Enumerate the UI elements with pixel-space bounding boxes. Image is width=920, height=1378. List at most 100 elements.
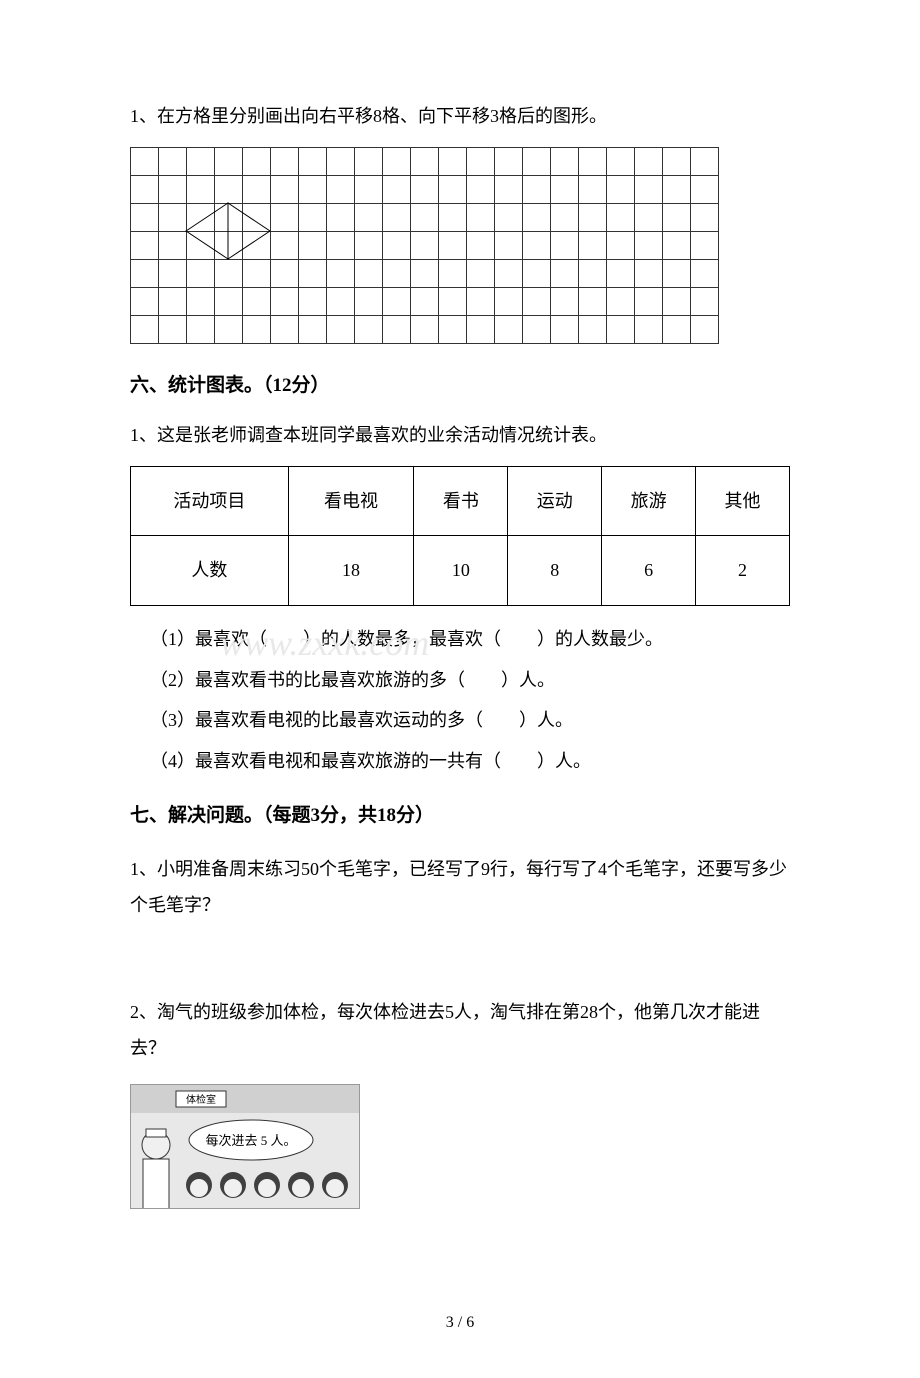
section7-q2: 2、淘气的班级参加体检，每次体检进去5人，淘气排在第28个，他第几次才能进去？ — [130, 994, 790, 1066]
grid-cell — [131, 204, 159, 232]
grid-cell — [523, 232, 551, 260]
grid-cell — [243, 148, 271, 176]
grid-cell — [439, 260, 467, 288]
grid-cell — [691, 148, 719, 176]
svg-text:体检室: 体检室 — [186, 1093, 216, 1106]
grid-cell — [495, 176, 523, 204]
grid-cell — [355, 316, 383, 344]
grid-cell — [635, 176, 663, 204]
grid-cell — [495, 204, 523, 232]
table-value-cell: 6 — [602, 536, 696, 605]
grid-cell — [467, 204, 495, 232]
table-header-cell: 看电视 — [288, 466, 414, 535]
grid-cell — [691, 260, 719, 288]
grid-cell — [495, 288, 523, 316]
grid-cell — [271, 204, 299, 232]
grid-cell — [383, 288, 411, 316]
grid-cell — [579, 288, 607, 316]
grid-cell — [523, 148, 551, 176]
grid-cell — [635, 232, 663, 260]
grid-cell — [159, 204, 187, 232]
grid-cell — [411, 288, 439, 316]
grid-cell — [467, 148, 495, 176]
grid-cell — [551, 176, 579, 204]
grid-cell — [215, 260, 243, 288]
grid-cell — [243, 288, 271, 316]
grid-cell — [551, 232, 579, 260]
grid-cell — [691, 288, 719, 316]
grid-cell — [411, 148, 439, 176]
grid-cell — [635, 260, 663, 288]
grid-cell — [579, 148, 607, 176]
grid-cell — [299, 260, 327, 288]
grid-cell — [187, 288, 215, 316]
section6-subq4: （4）最喜欢看电视和最喜欢旅游的一共有（ ）人。 — [150, 743, 790, 781]
grid-table — [130, 147, 719, 344]
grid-cell — [159, 176, 187, 204]
grid-cell — [271, 260, 299, 288]
grid-cell — [383, 204, 411, 232]
grid-cell — [411, 176, 439, 204]
grid-cell — [131, 176, 159, 204]
grid-cell — [271, 148, 299, 176]
grid-cell — [355, 260, 383, 288]
grid-cell — [355, 232, 383, 260]
grid-cell — [635, 316, 663, 344]
grid-cell — [355, 148, 383, 176]
grid-cell — [327, 204, 355, 232]
grid-cell — [131, 148, 159, 176]
grid-cell — [131, 260, 159, 288]
table-row-label: 人数 — [131, 536, 289, 605]
grid-cell — [243, 176, 271, 204]
grid-cell — [243, 316, 271, 344]
section6-subq3: （3）最喜欢看电视的比最喜欢运动的多（ ）人。 — [150, 702, 790, 740]
grid-cell — [691, 232, 719, 260]
grid-cell — [411, 232, 439, 260]
table-header-cell: 看书 — [414, 466, 508, 535]
grid-cell — [159, 232, 187, 260]
grid-cell — [551, 288, 579, 316]
grid-cell — [327, 148, 355, 176]
table-value-cell: 18 — [288, 536, 414, 605]
grid-cell — [579, 176, 607, 204]
grid-cell — [579, 316, 607, 344]
grid-cell — [663, 232, 691, 260]
illustration-svg: 体检室每次进去 5 人。 — [131, 1085, 360, 1209]
grid-cell — [299, 204, 327, 232]
grid-cell — [411, 316, 439, 344]
table-header-cell: 运动 — [508, 466, 602, 535]
grid-cell — [439, 232, 467, 260]
grid-cell — [439, 204, 467, 232]
grid-cell — [523, 260, 551, 288]
grid-cell — [159, 260, 187, 288]
svg-text:每次进去 5 人。: 每次进去 5 人。 — [205, 1133, 296, 1148]
grid-cell — [467, 316, 495, 344]
grid-cell — [299, 176, 327, 204]
grid-cell — [299, 232, 327, 260]
grid-cell — [187, 176, 215, 204]
grid-cell — [187, 148, 215, 176]
grid-cell — [327, 288, 355, 316]
section6-subq2: （2）最喜欢看书的比最喜欢旅游的多（ ）人。 — [150, 662, 790, 700]
grid-cell — [579, 260, 607, 288]
grid-cell — [243, 204, 271, 232]
grid-container — [130, 147, 790, 344]
table-value-cell: 8 — [508, 536, 602, 605]
grid-cell — [355, 288, 383, 316]
section6-q1-intro: 1、这是张老师调查本班同学最喜欢的业余活动情况统计表。 — [130, 419, 790, 451]
grid-cell — [551, 316, 579, 344]
sub-questions: （1）最喜欢（ ）的人数最多，最喜欢（ ）的人数最少。 （2）最喜欢看书的比最喜… — [130, 621, 790, 781]
grid-cell — [355, 176, 383, 204]
grid-cell — [607, 260, 635, 288]
stats-table: 活动项目看电视看书运动旅游其他人数1810862 — [130, 466, 790, 606]
grid-cell — [523, 288, 551, 316]
grid-cell — [159, 316, 187, 344]
grid-cell — [635, 288, 663, 316]
grid-cell — [495, 148, 523, 176]
grid-cell — [663, 204, 691, 232]
grid-cell — [467, 260, 495, 288]
grid-cell — [159, 288, 187, 316]
grid-cell — [187, 260, 215, 288]
table-value-cell: 2 — [696, 536, 790, 605]
grid-cell — [551, 260, 579, 288]
